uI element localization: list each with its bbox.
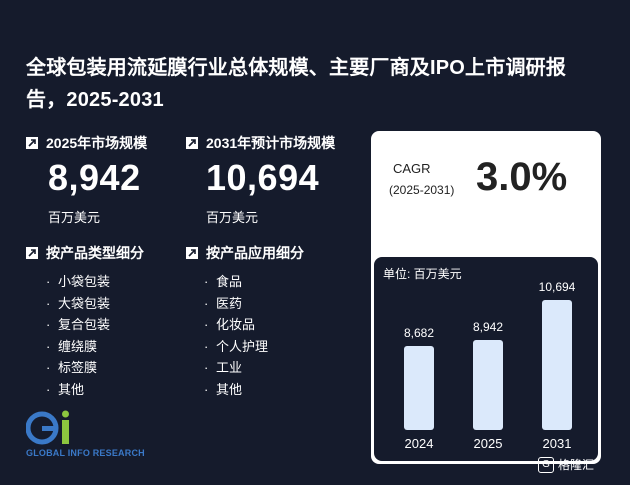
list-item: 缠绕膜 bbox=[44, 336, 144, 358]
bar-chart: 单位: 百万美元 8,682 2024 8,942 2025 10,694 2031 bbox=[374, 257, 598, 461]
x-tick-label: 2025 bbox=[473, 436, 503, 451]
trend-arrow-icon bbox=[186, 247, 198, 259]
watermark-text: 格隆汇 bbox=[558, 458, 595, 472]
list-item: 其他 bbox=[202, 379, 304, 401]
cagr-card: CAGR (2025-2031) 3.0% 单位: 百万美元 8,682 2024… bbox=[371, 131, 601, 464]
bar-2024 bbox=[404, 345, 434, 430]
metric-label: 2025年市场规模 bbox=[46, 135, 148, 151]
page-title: 全球包装用流延膜行业总体规模、主要厂商及IPO上市调研报告，2025-2031 bbox=[26, 57, 567, 111]
watermark-icon: G bbox=[538, 456, 554, 473]
bar-value-label: 10,694 bbox=[538, 280, 576, 294]
bar-value-label: 8,682 bbox=[403, 325, 435, 340]
bar-2025 bbox=[473, 340, 503, 430]
metric-unit: 百万美元 bbox=[48, 210, 101, 225]
segment-label: 按产品应用细分 bbox=[206, 245, 304, 261]
x-tick-label: 2024 bbox=[404, 436, 434, 451]
segment-by-type: 按产品类型细分 小袋包装 大袋包装 复合包装 缠绕膜 标签膜 其他 bbox=[26, 243, 144, 400]
segment-by-application: 按产品应用细分 食品 医药 化妆品 个人护理 工业 其他 bbox=[186, 243, 304, 400]
cagr-value: 3.0% bbox=[476, 155, 568, 199]
list-item: 复合包装 bbox=[44, 314, 144, 336]
segment-label: 按产品类型细分 bbox=[46, 245, 144, 261]
list-item: 其他 bbox=[44, 379, 144, 401]
x-tick-label: 2031 bbox=[542, 436, 572, 451]
list-item: 大袋包装 bbox=[44, 293, 144, 315]
list-item: 个人护理 bbox=[202, 336, 304, 358]
metric-2031: 2031年预计市场规模 10,694 百万美元 bbox=[186, 133, 335, 226]
trend-arrow-icon bbox=[186, 137, 198, 149]
list-item: 工业 bbox=[202, 357, 304, 379]
metric-2025: 2025年市场规模 8,942 百万美元 bbox=[26, 133, 147, 226]
list-item: 标签膜 bbox=[44, 357, 144, 379]
list-item: 食品 bbox=[202, 271, 304, 293]
cagr-label: CAGR bbox=[393, 161, 431, 176]
metric-value: 10,694 bbox=[206, 157, 320, 198]
list-item: 医药 bbox=[202, 293, 304, 315]
bar-value-label: 8,942 bbox=[472, 320, 504, 334]
metric-label: 2031年预计市场规模 bbox=[206, 135, 336, 151]
trend-arrow-icon bbox=[26, 137, 38, 149]
metric-unit: 百万美元 bbox=[206, 210, 259, 225]
metric-value: 8,942 bbox=[48, 157, 141, 198]
logo-text: GLOBAL INFO RESEARCH bbox=[26, 448, 145, 458]
trend-arrow-icon bbox=[26, 247, 38, 259]
watermark: G 格隆汇 bbox=[538, 456, 594, 473]
cagr-years: (2025-2031) bbox=[389, 183, 455, 197]
list-item: 小袋包装 bbox=[44, 271, 144, 293]
logo-mark-icon bbox=[25, 410, 69, 445]
chart-unit-label: 单位: 百万美元 bbox=[383, 267, 462, 281]
list-item: 化妆品 bbox=[202, 314, 304, 336]
bar-2031 bbox=[542, 300, 572, 430]
logo: GLOBAL INFO RESEARCH bbox=[25, 410, 166, 460]
